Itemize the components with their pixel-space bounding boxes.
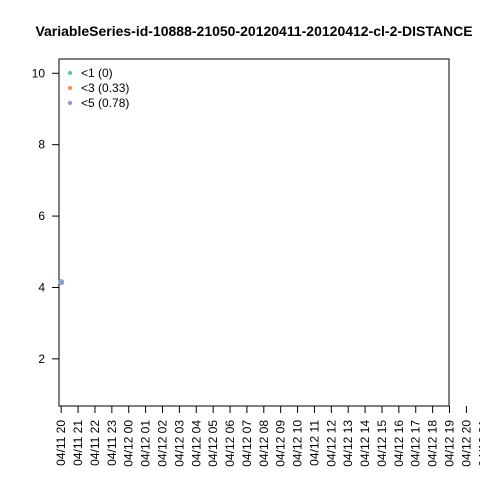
y-tick-label: 10: [32, 66, 46, 80]
legend-marker: [67, 85, 73, 91]
x-tick-label: 04/12 14: [358, 420, 372, 467]
x-tick-label: 04/12 02: [155, 420, 169, 467]
data-points: [58, 279, 65, 286]
x-tick-label: 04/12 01: [139, 420, 153, 467]
x-tick-label: 04/12 07: [240, 420, 254, 467]
y-tick-label: 2: [38, 352, 45, 366]
x-tick-label: 04/12 11: [307, 420, 321, 466]
y-tick-label: 6: [38, 209, 45, 223]
chart-title: VariableSeries-id-10888-21050-20120411-2…: [35, 23, 472, 39]
legend-marker: [67, 100, 73, 106]
x-tick-label: 04/11 20: [54, 420, 68, 466]
x-tick-label: 04/12 08: [257, 420, 271, 467]
y-tick-label: 4: [38, 280, 45, 294]
x-tick-label: 04/12 12: [324, 420, 338, 467]
x-tick-label: 04/11 23: [105, 420, 119, 466]
x-tick-label: 04/12 00: [122, 420, 136, 467]
x-tick-label: 04/12 09: [274, 420, 288, 467]
x-tick-label: 04/12 17: [409, 420, 423, 467]
y-axis: 2 4 6 8 10: [32, 66, 59, 366]
x-tick-label: 04/12 03: [172, 420, 186, 467]
x-tick-label: 04/12 18: [426, 420, 440, 467]
legend-marker: [67, 70, 73, 76]
x-tick-label: 04/11 22: [88, 420, 102, 466]
x-tick-label: 04/12 13: [341, 420, 355, 467]
legend-label: <1 (0): [81, 66, 113, 80]
y-tick-label: 8: [38, 138, 45, 152]
x-tick-label: 04/12 04: [189, 420, 203, 467]
x-tick-label: 04/12 19: [443, 420, 457, 467]
data-point: [58, 279, 65, 286]
legend: <1 (0)<3 (0.33)<5 (0.78): [67, 66, 129, 110]
x-axis: 04/11 20 04/11 21 04/11 22 04/11 23 04/12 00…: [54, 406, 480, 467]
legend-label: <5 (0.78): [81, 96, 129, 110]
x-tick-label: 04/12 20: [459, 420, 473, 467]
x-tick-label: 04/12 10: [291, 420, 305, 467]
x-tick-label: 04/12 21: [476, 420, 480, 467]
x-tick-label: 04/12 16: [392, 420, 406, 467]
x-tick-label: 04/12 05: [206, 420, 220, 467]
plot-frame: [58, 58, 450, 407]
x-tick-label: 04/12 15: [375, 420, 389, 467]
x-tick-label: 04/12 06: [223, 420, 237, 467]
legend-label: <3 (0.33): [81, 81, 129, 95]
x-tick-label: 04/11 21: [71, 420, 85, 466]
